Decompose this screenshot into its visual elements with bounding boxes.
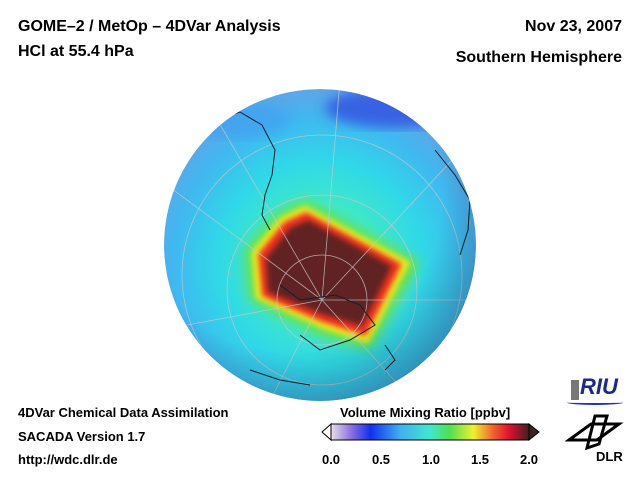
colorbar-tick: 0.5 xyxy=(371,452,391,467)
colorbar-tick: 2.0 xyxy=(519,452,539,467)
colorbar-tick: 1.5 xyxy=(470,452,490,467)
riu-logo: RIU xyxy=(565,372,625,406)
footer-url[interactable]: http://wdc.dlr.de xyxy=(18,452,118,467)
footer-line1: 4DVar Chemical Data Assimilation xyxy=(18,405,229,420)
colorbar xyxy=(321,422,540,442)
colorbar-min-arrow xyxy=(321,422,332,442)
colorbar-tick: 0.0 xyxy=(321,452,341,467)
colorbar-max-arrow xyxy=(528,422,540,442)
footer-line2: SACADA Version 1.7 xyxy=(18,429,146,444)
colorbar-title: Volume Mixing Ratio [ppbv] xyxy=(340,405,511,420)
map-date: Nov 23, 2007 xyxy=(525,18,622,35)
dlr-logo-icon xyxy=(565,414,624,450)
map-title: GOME–2 / MetOp – 4DVar Analysis xyxy=(18,18,281,35)
dlr-logo-text: DLR xyxy=(596,449,623,464)
map-region: Southern Hemisphere xyxy=(455,49,622,66)
map-subtitle: HCl at 55.4 hPa xyxy=(18,43,134,60)
colorbar-tick: 1.0 xyxy=(421,452,441,467)
